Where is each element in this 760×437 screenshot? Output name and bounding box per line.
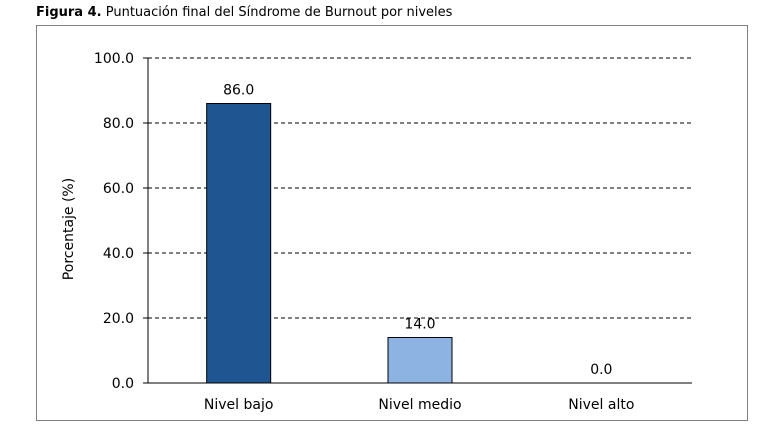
figure-caption: Figura 4. Puntuación final del Síndrome … [36,4,452,22]
x-category-label: Nivel alto [568,397,634,413]
y-tick-label: 60.0 [103,181,134,197]
x-category-label: Nivel bajo [204,397,274,413]
y-tick-label: 20.0 [103,311,134,327]
bar-nivel-bajo [206,103,272,384]
y-tick-label: 40.0 [103,246,134,262]
x-category-label: Nivel medio [378,397,461,413]
y-tick-label: 0.0 [112,376,134,392]
bar-value-label: 86.0 [223,83,254,99]
figure-title: Puntuación final del Síndrome de Burnout… [105,5,453,20]
bar-nivel-medio [387,337,453,384]
bar-value-label: 14.0 [404,317,435,333]
chart-frame [36,25,748,421]
y-axis-label: Porcentaje (%) [61,178,77,280]
figure-label: Figura 4. [36,5,102,20]
y-tick-label: 100.0 [94,51,134,67]
y-tick-label: 80.0 [103,116,134,132]
bar-value-label: 0.0 [590,362,612,378]
